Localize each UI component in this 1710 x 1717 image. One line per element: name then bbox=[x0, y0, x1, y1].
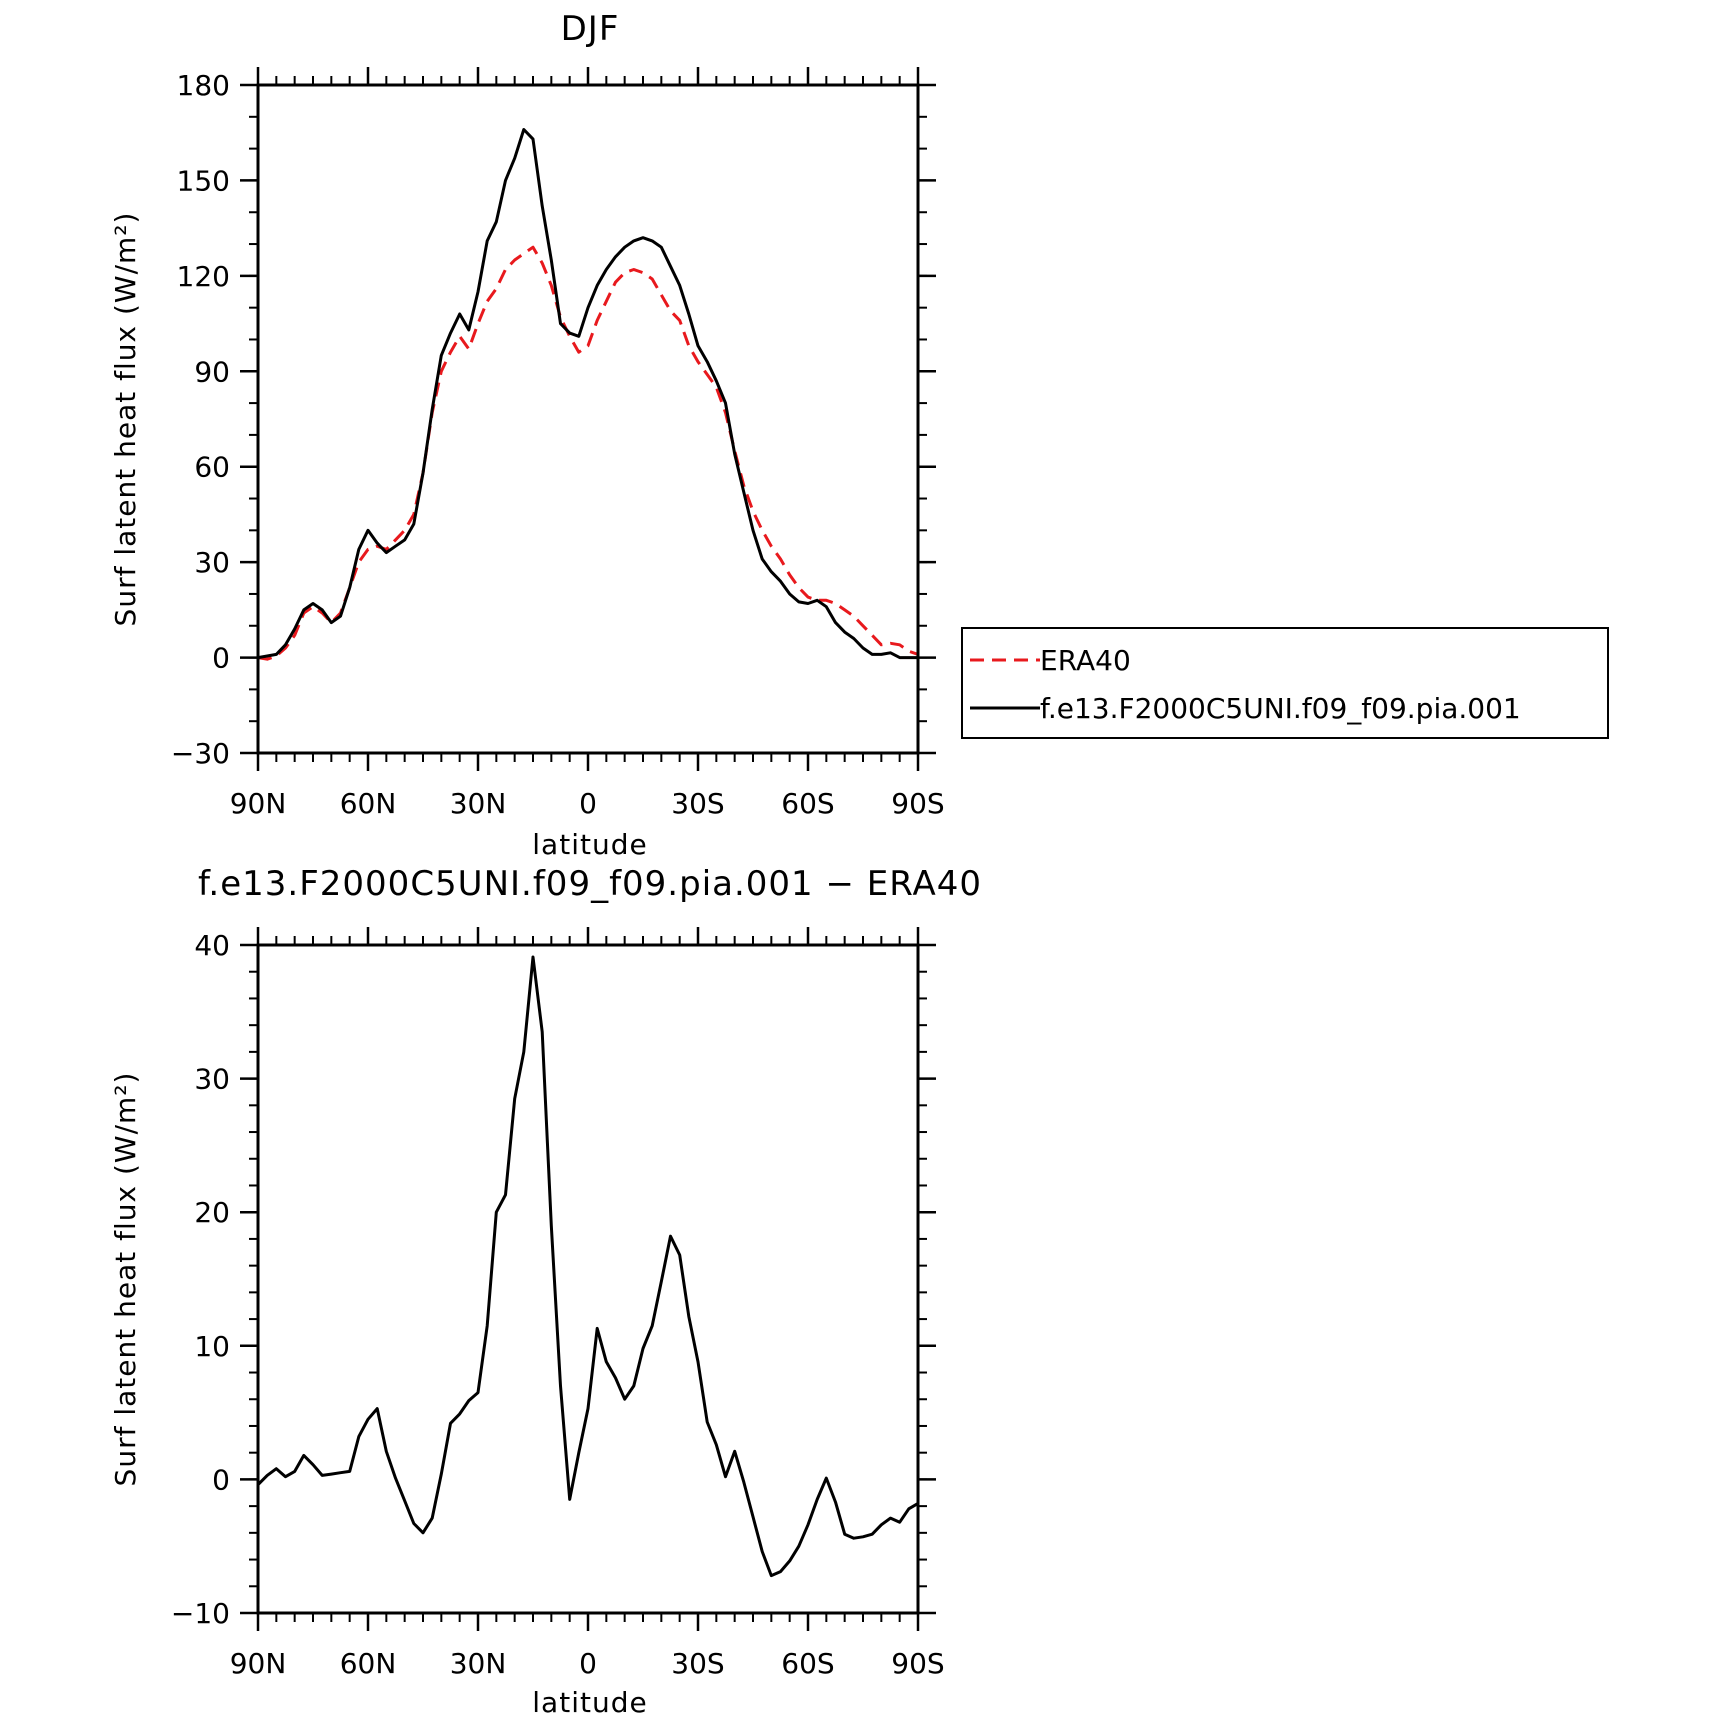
legend-label-era40: ERA40 bbox=[1040, 644, 1131, 677]
series-line-era40 bbox=[257, 245, 919, 661]
y-tick-label: 120 bbox=[177, 260, 230, 293]
y-tick-label: −10 bbox=[171, 1597, 230, 1630]
x-tick-label: 30N bbox=[450, 787, 507, 820]
x-tick-label: 90N bbox=[230, 787, 287, 820]
top-panel: DJF 180 150 120 90 60 30 0 −30 90N 60N 30N 0 30S 60S… bbox=[109, 9, 1609, 861]
y-tick-label: 20 bbox=[194, 1196, 230, 1229]
bottom-x-axis-title: latitude bbox=[532, 1686, 647, 1717]
bottom-chart-title: f.e13.F2000C5UNI.f09_f09.pia.001 − ERA40 bbox=[198, 864, 982, 904]
x-tick-label: 30S bbox=[671, 787, 724, 820]
legend-box bbox=[961, 627, 1609, 739]
x-tick-label: 60S bbox=[781, 787, 834, 820]
top-x-tick-labels: 90N 60N 30N 0 30S 60S 90S bbox=[230, 787, 945, 820]
x-tick-label: 60S bbox=[781, 1647, 834, 1680]
y-tick-label: 30 bbox=[194, 546, 230, 579]
top-y-axis-title: Surf latent heat flux (W/m²) bbox=[109, 212, 142, 627]
bottom-y-tick-labels: 40 30 20 10 0 −10 bbox=[171, 929, 230, 1630]
bottom-series-lines bbox=[256, 955, 919, 1578]
y-tick-label: 180 bbox=[177, 69, 230, 102]
y-tick-label: 10 bbox=[194, 1330, 230, 1363]
legend: ERA40 f.e13.F2000C5UNI.f09_f09.pia.001 bbox=[961, 627, 1609, 739]
x-tick-label: 60N bbox=[340, 1647, 397, 1680]
top-y-tick-labels: 180 150 120 90 60 30 0 −30 bbox=[171, 69, 230, 770]
y-tick-label: 150 bbox=[177, 164, 230, 197]
y-tick-label: 60 bbox=[194, 451, 230, 484]
legend-label-model: f.e13.F2000C5UNI.f09_f09.pia.001 bbox=[1040, 692, 1521, 725]
y-tick-label: 90 bbox=[194, 355, 230, 388]
series-line-difference bbox=[256, 955, 919, 1578]
x-tick-label: 0 bbox=[579, 1647, 597, 1680]
y-tick-label: 0 bbox=[212, 1463, 230, 1496]
y-tick-label: 40 bbox=[194, 929, 230, 962]
y-tick-label: −30 bbox=[171, 737, 230, 770]
x-tick-label: 90S bbox=[891, 787, 944, 820]
top-series-lines bbox=[257, 128, 919, 661]
y-tick-label: 0 bbox=[212, 642, 230, 675]
top-x-axis-title: latitude bbox=[532, 828, 647, 861]
series-line-model bbox=[257, 128, 918, 660]
top-chart-title: DJF bbox=[561, 9, 620, 49]
bottom-x-tick-labels: 90N 60N 30N 0 30S 60S 90S bbox=[230, 1647, 945, 1680]
top-axis-ticks bbox=[240, 67, 936, 771]
x-tick-label: 0 bbox=[579, 787, 597, 820]
x-tick-label: 90N bbox=[230, 1647, 287, 1680]
bottom-axis-ticks bbox=[240, 927, 936, 1631]
bottom-panel: f.e13.F2000C5UNI.f09_f09.pia.001 − ERA40… bbox=[109, 864, 982, 1717]
y-tick-label: 30 bbox=[194, 1063, 230, 1096]
bottom-y-axis-title: Surf latent heat flux (W/m²) bbox=[109, 1072, 142, 1487]
x-tick-label: 60N bbox=[340, 787, 397, 820]
x-tick-label: 30N bbox=[450, 1647, 507, 1680]
bottom-plot-frame bbox=[256, 943, 920, 1615]
x-tick-label: 30S bbox=[671, 1647, 724, 1680]
top-plot-frame bbox=[256, 83, 920, 755]
x-tick-label: 90S bbox=[891, 1647, 944, 1680]
